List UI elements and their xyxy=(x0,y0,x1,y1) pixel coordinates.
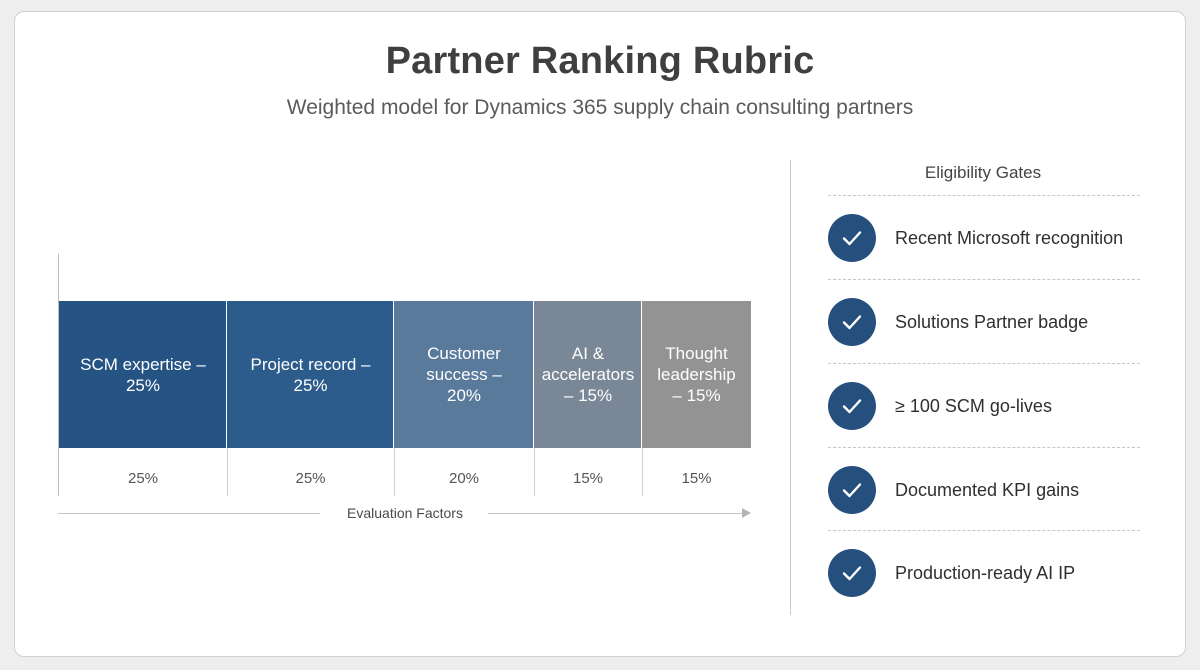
gate-divider xyxy=(828,363,1140,364)
gate-item: Documented KPI gains xyxy=(828,465,1168,515)
gate-item: Solutions Partner badge xyxy=(828,297,1168,347)
chart-y-axis xyxy=(58,254,59,496)
segment-tick xyxy=(227,448,228,496)
panel-divider xyxy=(790,160,791,615)
segment-tick xyxy=(642,448,643,496)
gate-label: Documented KPI gains xyxy=(895,479,1080,500)
x-axis-label: Evaluation Factors xyxy=(330,505,480,521)
segment-tick xyxy=(534,448,535,496)
segment-label: Customer success – 20% xyxy=(426,344,502,405)
check-icon xyxy=(828,549,876,597)
gate-item: Recent Microsoft recognition xyxy=(828,213,1168,263)
bar-segment: AI & accelerators – 15% xyxy=(534,301,642,448)
segment-label: SCM expertise – 25% xyxy=(80,354,206,395)
segment-label: Thought leadership – 15% xyxy=(657,344,736,405)
value-label: 25% xyxy=(295,470,326,487)
value-label: 15% xyxy=(681,470,712,487)
check-icon xyxy=(828,466,876,514)
gate-label: ≥ 100 SCM go-lives xyxy=(895,395,1052,416)
value-label: 25% xyxy=(127,470,159,487)
bar-segment: SCM expertise – 25% xyxy=(59,301,227,448)
x-axis-line xyxy=(488,513,744,514)
value-label: 15% xyxy=(572,470,604,487)
segment-label: AI & accelerators – 15% xyxy=(541,344,635,405)
check-icon xyxy=(828,298,876,346)
gates-header: Eligibility Gates xyxy=(924,163,1042,182)
bar-segment: Customer success – 20% xyxy=(394,301,534,448)
value-label: 20% xyxy=(448,470,480,487)
gate-divider xyxy=(828,195,1140,196)
page-subtitle: Weighted model for Dynamics 365 supply c… xyxy=(286,96,914,119)
x-axis-line xyxy=(58,513,320,514)
segment-tick xyxy=(394,448,395,496)
gate-divider xyxy=(828,447,1140,448)
gate-label: Recent Microsoft recognition xyxy=(895,227,1124,248)
x-axis-arrow xyxy=(742,508,751,518)
page-title: Partner Ranking Rubric xyxy=(385,40,815,82)
gate-label: Production-ready AI IP xyxy=(895,562,1076,583)
gate-divider xyxy=(828,279,1140,280)
check-icon xyxy=(828,382,876,430)
gate-label: Solutions Partner badge xyxy=(895,311,1089,332)
bar-segment: Thought leadership – 15% xyxy=(642,301,751,448)
gate-item: ≥ 100 SCM go-lives xyxy=(828,381,1168,431)
segment-label: Project record – 25% xyxy=(250,354,371,395)
gate-divider xyxy=(828,530,1140,531)
bar-segment: Project record – 25% xyxy=(227,301,394,448)
check-icon xyxy=(828,214,876,262)
gate-item: Production-ready AI IP xyxy=(828,548,1168,598)
